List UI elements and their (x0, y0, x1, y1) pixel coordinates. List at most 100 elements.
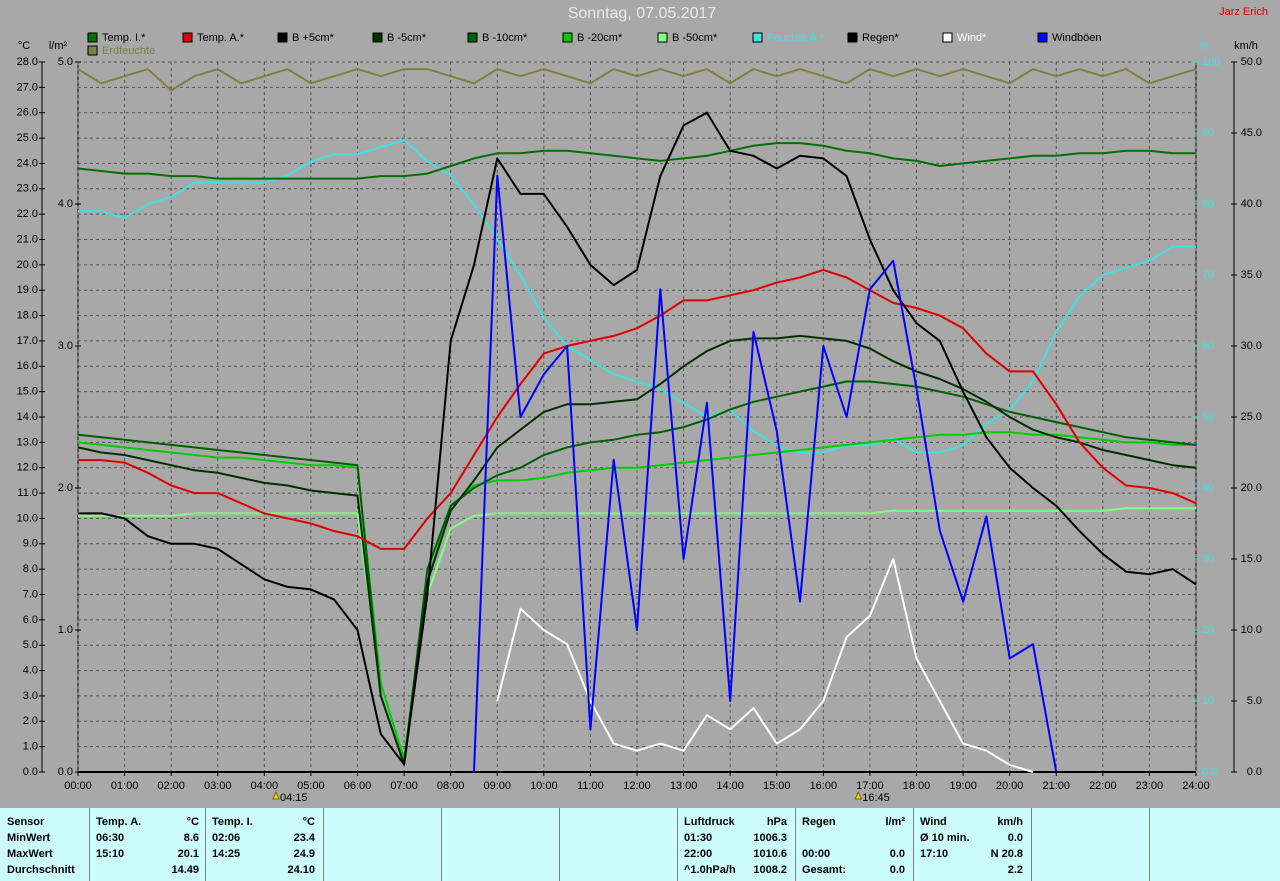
y-tick-label: 22.0 (17, 208, 38, 220)
legend-swatch (467, 32, 478, 43)
legend-label: Wind* (957, 32, 987, 44)
stat-time: 01:30 (684, 832, 713, 844)
data-line (77, 142, 1196, 180)
y-tick-label: 14.0 (17, 411, 38, 423)
data-line (78, 111, 1197, 766)
stat-value: 1010.6 (753, 848, 787, 860)
legend-label: Regen* (862, 32, 899, 44)
data-line (77, 334, 1197, 766)
column-divider (205, 808, 206, 881)
y4-tick-label: 10.0 (1241, 624, 1262, 636)
y2-tick-label: 3.0 (58, 340, 73, 352)
stat-value: 14.49 (171, 864, 199, 876)
chart: Sonntag, 07.05.2017 Jarz Erich °C l/m² %… (17, 5, 1268, 804)
legend-label: B -20cm* (577, 32, 623, 44)
legend-label: B -50cm* (672, 32, 718, 44)
x-tick-label: 00:00 (64, 780, 92, 792)
y4-tick-label: 40.0 (1241, 198, 1262, 210)
legend-swatch (752, 32, 763, 43)
stat-time: Ø 10 min. (920, 832, 970, 844)
stat-time: 02:06 (212, 832, 241, 844)
x-tick-label: 02:00 (157, 780, 185, 792)
column-divider (441, 808, 442, 881)
y-tick-label: 8.0 (23, 563, 38, 575)
row-label: MinWert (7, 832, 51, 844)
stat-time: 14:25 (212, 848, 241, 860)
x-tick-label: 05:00 (297, 780, 325, 792)
y-tick-label: 20.0 (17, 259, 38, 271)
x-tick-label: 21:00 (1042, 780, 1070, 792)
y3-tick-label: 100 (1202, 56, 1220, 68)
x-tick-label: 17:00 (856, 780, 884, 792)
stat-value: N 20.8 (990, 848, 1023, 860)
stat-time: 06:30 (96, 832, 125, 844)
column-divider (323, 808, 324, 881)
x-tick-label: 04:00 (251, 780, 279, 792)
column-divider (677, 808, 678, 881)
y4-axis-label: km/h (1234, 40, 1258, 52)
x-tick-label: 10:00 (530, 780, 558, 792)
y4-tick-label: 30.0 (1241, 340, 1262, 352)
y-tick-label: 1.0 (23, 741, 38, 753)
x-tick-label: 09:00 (483, 780, 511, 792)
legend-swatch (562, 32, 573, 43)
block-unit: °C (186, 816, 199, 828)
block-title: Wind (920, 816, 947, 828)
y-tick-label: 18.0 (17, 309, 38, 321)
x-tick-label: 23:00 (1136, 780, 1164, 792)
y-tick-label: 24.0 (17, 157, 38, 169)
stat-value: 1006.3 (753, 832, 787, 844)
y-tick-label: 9.0 (23, 538, 38, 550)
y-tick-label: 25.0 (17, 132, 38, 144)
column-divider (1031, 808, 1032, 881)
x-tick-label: 22:00 (1089, 780, 1117, 792)
legend-swatch (942, 32, 953, 43)
stat-value: 8.6 (183, 832, 199, 844)
x-tick-label: 16:00 (810, 780, 838, 792)
column-divider (559, 808, 560, 881)
x-tick-label: 11:00 (577, 780, 604, 792)
y3-tick-label: 60 (1202, 340, 1214, 352)
data-line (77, 380, 1197, 766)
column-divider (1149, 808, 1150, 881)
y-tick-label: 17.0 (17, 335, 38, 347)
y-tick-label: 15.0 (17, 386, 38, 398)
y3-tick-label: 50 (1202, 411, 1214, 423)
x-tick-label: 18:00 (903, 780, 931, 792)
y4-tick-label: 35.0 (1241, 269, 1262, 281)
y3-tick-label: 40 (1202, 482, 1214, 494)
block-unit: l/m² (885, 816, 905, 828)
author: Jarz Erich (1219, 6, 1268, 18)
y3-tick-label: 70 (1202, 269, 1214, 281)
y3-tick-label: 0.0 (1202, 766, 1217, 778)
legend-label: Feuchte A.* (767, 32, 825, 44)
y-tick-label: 27.0 (17, 81, 38, 93)
y4-tick-label: 0.0 (1247, 766, 1262, 778)
block-unit: km/h (997, 816, 1023, 828)
column-divider (89, 808, 90, 881)
y3-tick-label: 30 (1202, 553, 1214, 565)
block-unit: °C (302, 816, 315, 828)
legend-label: Temp. A.* (197, 32, 245, 44)
x-tick-label: 01:00 (111, 780, 139, 792)
block-title: Temp. I. (212, 816, 253, 828)
y-tick-label: 13.0 (17, 436, 38, 448)
stat-value: 1008.2 (753, 864, 787, 876)
x-tick-label: 13:00 (670, 780, 698, 792)
legend-swatch (372, 32, 383, 43)
legend-label: Erdfeuchte (102, 45, 155, 57)
x-tick-label: 24:00 (1182, 780, 1210, 792)
y3-tick-label: 10 (1202, 695, 1214, 707)
legend-swatch (87, 32, 98, 43)
y-tick-label: 2.0 (23, 715, 38, 727)
stat-value: 24.9 (293, 848, 315, 860)
data-line (473, 174, 1058, 773)
y2-tick-label: 5.0 (58, 56, 73, 68)
legend-label: Windböen (1052, 32, 1102, 44)
legend-swatch (182, 32, 193, 43)
y-tick-label: 26.0 (17, 107, 38, 119)
legend-label: B +5cm* (292, 32, 335, 44)
legend-swatch (847, 32, 858, 43)
block-title: Luftdruck (684, 816, 735, 828)
